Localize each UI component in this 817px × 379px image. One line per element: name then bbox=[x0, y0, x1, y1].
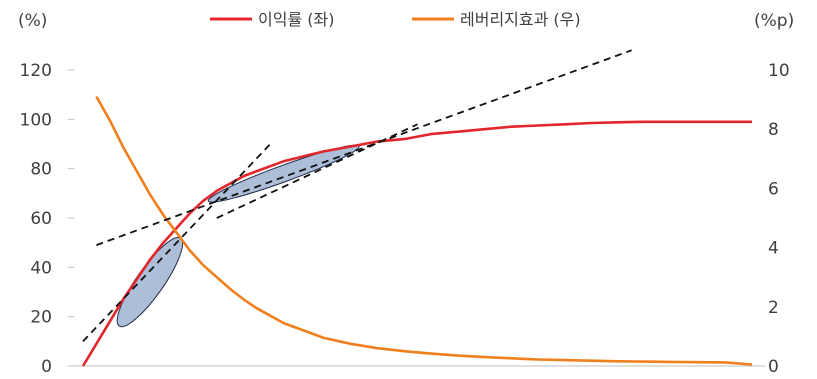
y-left-tick-label: 60 bbox=[30, 209, 52, 229]
y-left-tick-label: 80 bbox=[30, 160, 52, 180]
tangent-dashed-line bbox=[216, 123, 418, 219]
y-left-axis: 0 20 40 60 80 100 120 bbox=[20, 61, 74, 377]
tangent-dashed-line bbox=[82, 143, 271, 342]
y-left-tick-label: 120 bbox=[20, 61, 52, 81]
y-right-tick-label: 10 bbox=[768, 61, 790, 81]
y-left-tick-label: 20 bbox=[30, 308, 52, 328]
legend-label-profit: 이익률 (좌) bbox=[258, 10, 334, 29]
highlight-ellipses bbox=[116, 144, 360, 328]
profit-rate-line bbox=[81, 120, 752, 367]
leverage-effect-line bbox=[95, 95, 753, 366]
series-layer bbox=[81, 95, 753, 367]
y-left-tick-label: 0 bbox=[41, 357, 52, 377]
y-right-tick-label: 0 bbox=[768, 357, 779, 377]
y-right-tick-label: 4 bbox=[768, 239, 779, 259]
y-right-axis: 0 2 4 6 8 10 bbox=[768, 61, 790, 377]
y-right-tick-label: 6 bbox=[768, 179, 779, 199]
highlight-ellipse bbox=[116, 237, 184, 328]
legend-label-leverage: 레버리지효과 (우) bbox=[460, 10, 581, 29]
y-left-unit: (%) bbox=[18, 11, 47, 31]
tangent-dashed-line bbox=[96, 49, 632, 246]
y-right-unit: (%p) bbox=[754, 11, 794, 31]
y-left-tick-label: 100 bbox=[20, 110, 52, 130]
y-right-tick-label: 8 bbox=[768, 120, 779, 140]
legend: 이익률 (좌) 레버리지효과 (우) bbox=[210, 10, 581, 29]
y-left-tick-label: 40 bbox=[30, 258, 52, 278]
tangent-lines bbox=[82, 49, 632, 342]
y-right-tick-label: 2 bbox=[768, 298, 779, 318]
